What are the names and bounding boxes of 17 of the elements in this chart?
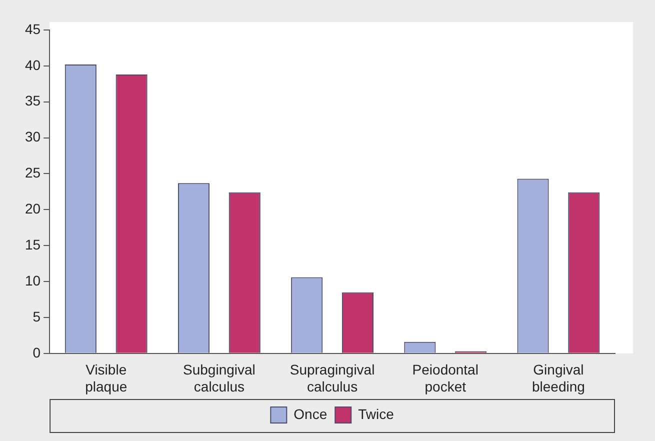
x-tick-label: Gingival bleeding	[532, 362, 585, 394]
y-tick-label: 35	[24, 92, 41, 109]
x-tick-label: Subgingival calculus	[183, 362, 256, 394]
y-tick-label: 45	[24, 20, 41, 37]
y-tick-label: 0	[32, 344, 41, 360]
y-tick-label: 5	[32, 308, 41, 324]
y-tick-label: 20	[24, 200, 41, 217]
x-tick-label: Peiodontal pocket	[412, 362, 478, 394]
y-tick-label: 40	[24, 56, 41, 73]
y-tick-label: 30	[24, 128, 41, 145]
y-tick-label: 15	[24, 236, 41, 252]
legend-label: Twice	[358, 406, 394, 422]
x-tick-label: Visible plaque	[85, 362, 128, 394]
legend-label: Once	[294, 406, 328, 422]
y-tick-label: 25	[24, 164, 41, 181]
x-tick-label: Supragingival calculus	[290, 362, 375, 394]
y-tick-label: 10	[24, 272, 41, 288]
